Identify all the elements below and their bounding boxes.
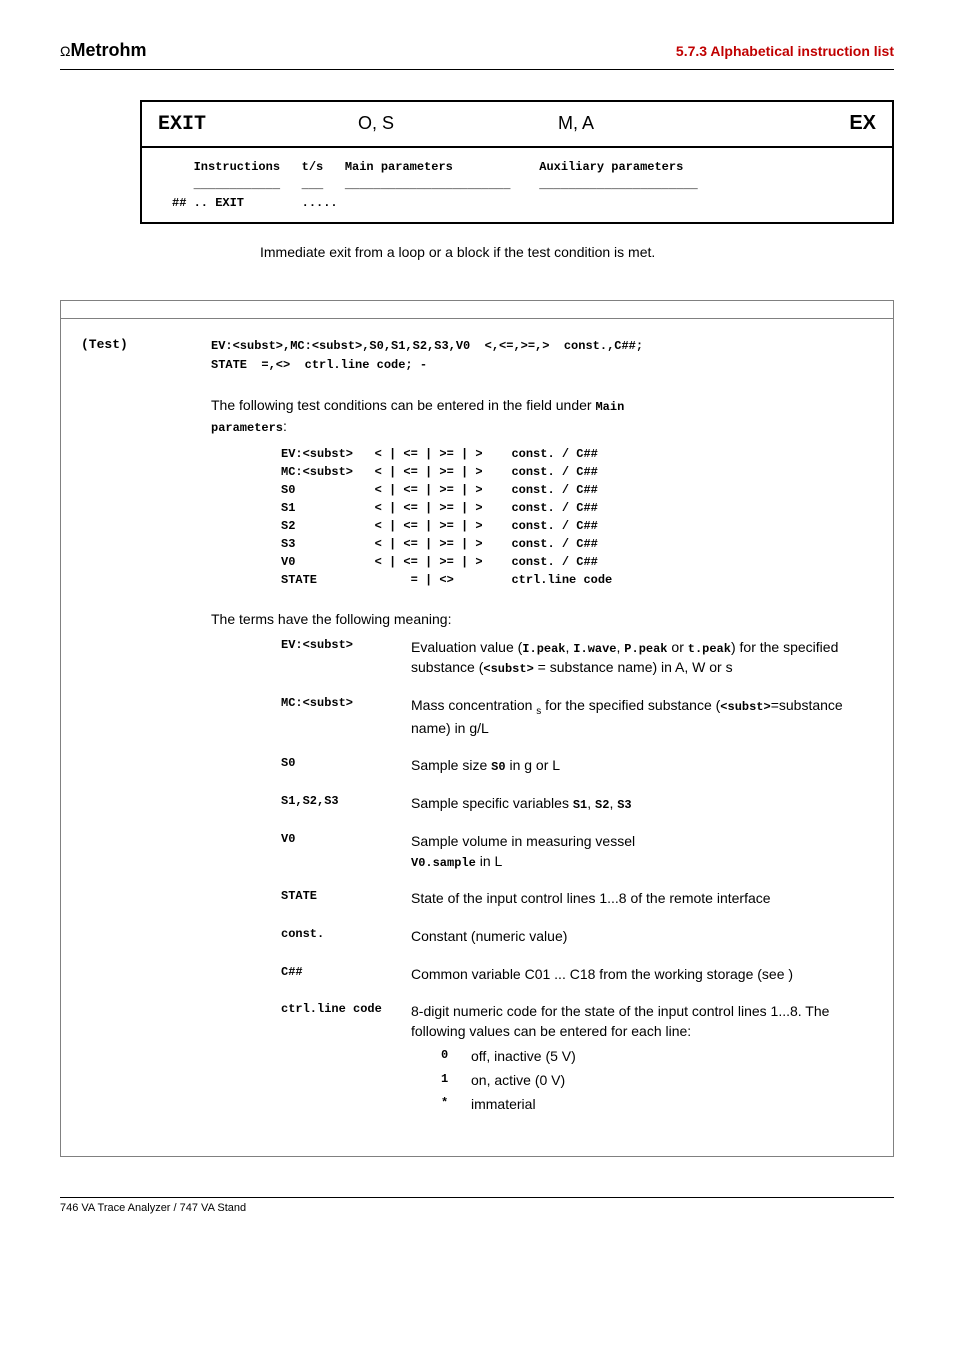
term-v0: V0 Sample volume in measuring vessel V0.… <box>281 832 873 871</box>
description: Immediate exit from a loop or a block if… <box>260 244 894 260</box>
term-ctrlline: ctrl.line code 8-digit numeric code for … <box>281 1002 873 1118</box>
instruction-name: EXIT <box>158 113 358 136</box>
test-box: (Test) EV:<subst>,MC:<subst>,S0,S1,S2,S3… <box>60 318 894 1157</box>
instruction-params: Instructions t/s Main parameters Auxilia… <box>142 148 892 222</box>
ma-label: M, A <box>558 113 849 134</box>
term-ev: EV:<subst> Evaluation value (I.peak, I.w… <box>281 638 873 678</box>
term-mc: MC:<subst> Mass concentration s for the … <box>281 696 873 738</box>
test-syntax-row: (Test) EV:<subst>,MC:<subst>,S0,S1,S2,S3… <box>81 337 873 375</box>
test-box-header <box>60 300 894 318</box>
code-label: EX <box>849 112 876 135</box>
footer-right <box>834 1197 894 1214</box>
test-intro: The following test conditions can be ent… <box>211 395 873 437</box>
sub-item: 0 off, inactive (5 V) <box>441 1047 873 1067</box>
term-cnum: C## Common variable C01 ... C18 from the… <box>281 965 873 985</box>
sub-item: * immaterial <box>441 1095 873 1115</box>
sub-item: 1 on, active (0 V) <box>441 1071 873 1091</box>
brand-text: Metrohm <box>70 40 146 60</box>
condition-table: EV:<subst> < | <= | >= | > const. / C## … <box>281 445 873 589</box>
instruction-title-row: EXIT O, S M, A EX <box>142 102 892 148</box>
term-const: const. Constant (numeric value) <box>281 927 873 947</box>
os-label: O, S <box>358 113 558 134</box>
page-footer: 746 VA Trace Analyzer / 747 VA Stand <box>60 1197 894 1214</box>
terms-intro: The terms have the following meaning: <box>211 609 873 630</box>
test-label: (Test) <box>81 337 211 352</box>
brand-symbol: Ω <box>60 43 70 59</box>
footer-text: 746 VA Trace Analyzer / 747 VA Stand <box>60 1202 246 1214</box>
test-syntax: EV:<subst>,MC:<subst>,S0,S1,S2,S3,V0 <,<… <box>211 337 643 375</box>
page-header: ΩMetrohm 5.7.3 Alphabetical instruction … <box>60 40 894 70</box>
term-s0: S0 Sample size S0 in g or L <box>281 756 873 776</box>
term-s123: S1,S2,S3 Sample specific variables S1, S… <box>281 794 873 814</box>
section-title: 5.7.3 Alphabetical instruction list <box>676 43 894 59</box>
brand: ΩMetrohm <box>60 40 146 61</box>
term-state: STATE State of the input control lines 1… <box>281 889 873 909</box>
ctrlline-sublist: 0 off, inactive (5 V) 1 on, active (0 V)… <box>411 1047 873 1114</box>
instruction-box: EXIT O, S M, A EX Instructions t/s Main … <box>140 100 894 224</box>
